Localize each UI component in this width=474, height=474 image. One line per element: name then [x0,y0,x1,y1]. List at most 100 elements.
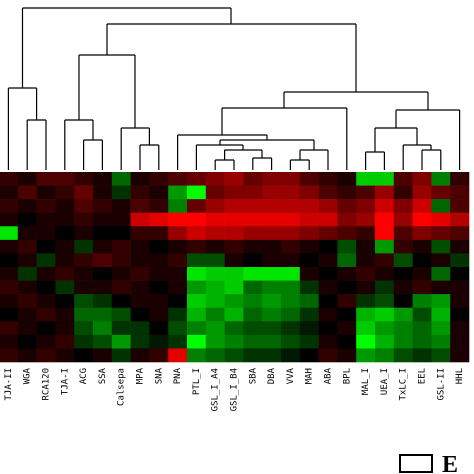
cell [0,172,19,186]
cell [450,226,470,241]
cell [93,321,113,336]
cell [17,307,37,322]
cell [74,239,94,254]
cell [337,226,357,241]
cell [130,199,150,214]
cell [17,321,37,336]
cell [17,334,37,349]
cell [318,334,338,349]
cell [111,307,131,322]
cell [0,294,19,309]
annotation: E [442,452,458,474]
cell [36,334,56,349]
cell [337,280,357,295]
cell [149,239,169,254]
cell [74,226,94,241]
cell [0,199,19,214]
cell [93,280,113,295]
cell [149,294,169,309]
cell [36,280,56,295]
cell [431,348,451,363]
cell [36,172,56,186]
cell [74,185,94,200]
cell [243,212,263,227]
cell [412,267,432,281]
cell [130,212,150,227]
cell [0,253,19,268]
cell [93,348,113,363]
cell [281,185,301,200]
cell [375,185,395,200]
cell [187,212,207,227]
cell [243,348,263,363]
cell [0,307,19,322]
cell [243,294,263,309]
cell [299,212,319,227]
cell [299,348,319,363]
column-label: ACG [79,368,89,384]
column-label: DBA [267,367,277,384]
cell [168,280,188,295]
cell [93,334,113,349]
cell [205,321,225,336]
cell [149,226,169,241]
cell [262,334,282,349]
cell [149,199,169,214]
cell [262,253,282,268]
cell [93,185,113,200]
cell [224,199,244,214]
column-label: MAL_I [361,368,371,395]
cell [299,172,319,186]
legend-box [399,454,433,473]
cell [318,280,338,295]
cell [205,280,225,295]
cell [205,307,225,322]
cell [356,185,376,200]
cell [168,226,188,241]
cell [262,239,282,254]
cell [375,267,395,281]
cell [356,267,376,281]
cell [375,348,395,363]
cell [36,253,56,268]
cell [356,321,376,336]
cell [93,294,113,309]
cell [17,212,37,227]
cell [187,239,207,254]
cell [262,294,282,309]
cell [205,253,225,268]
cell [36,199,56,214]
cell [74,253,94,268]
cell [55,172,75,186]
cell [318,185,338,200]
cell [299,239,319,254]
cell [111,280,131,295]
cell [318,267,338,281]
cell [17,253,37,268]
cell [130,239,150,254]
cell [224,280,244,295]
cell [93,172,113,186]
cell [337,253,357,268]
cell [168,253,188,268]
column-label: PTL_I [192,368,202,395]
column-label: VVA [286,367,296,384]
cell [450,185,470,200]
cell [205,348,225,363]
cell [168,294,188,309]
cell [375,226,395,241]
cell [243,334,263,349]
cell [337,239,357,254]
cell [149,334,169,349]
column-label: TJA-II [4,368,14,401]
cell [375,239,395,254]
cell [281,226,301,241]
column-label: UEA_I [380,368,390,395]
cell [187,253,207,268]
cell [393,172,413,186]
cell [393,267,413,281]
cell [431,334,451,349]
cell [281,334,301,349]
cell [318,321,338,336]
cell [74,212,94,227]
